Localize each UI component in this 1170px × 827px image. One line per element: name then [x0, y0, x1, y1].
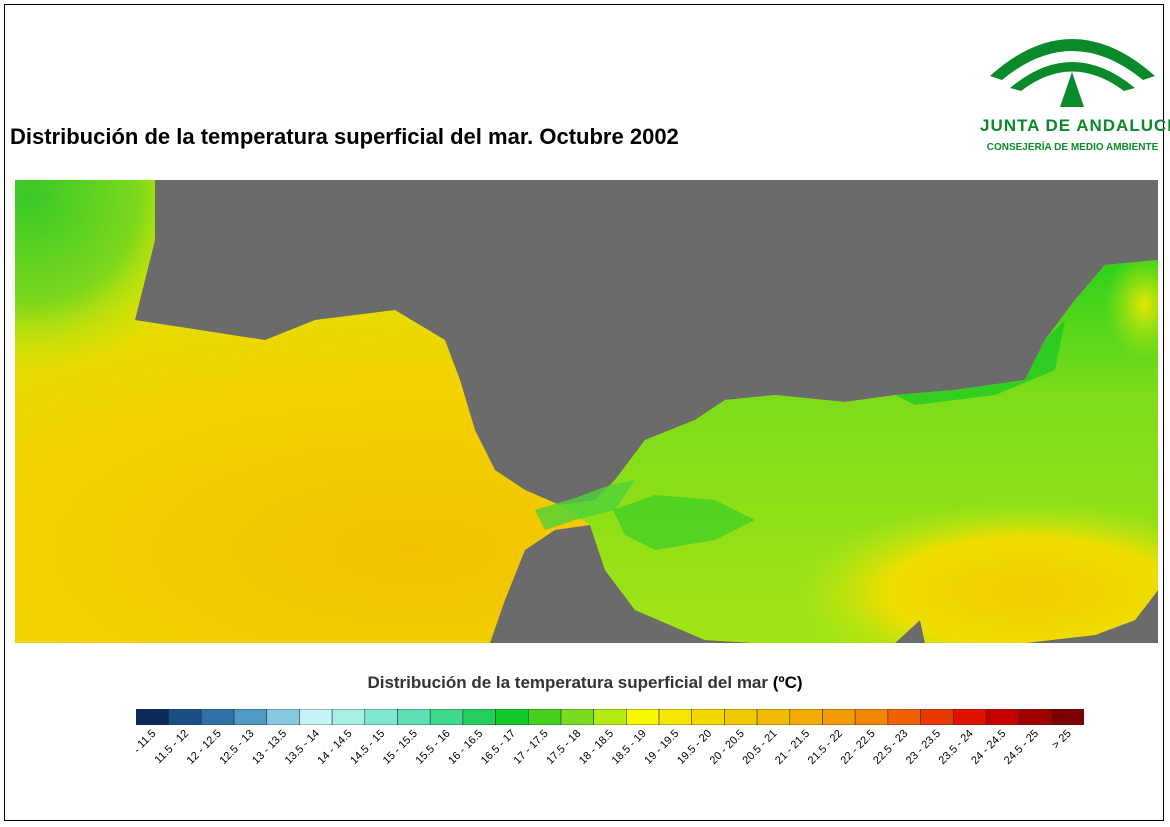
legend-label: > 25 [1050, 728, 1074, 751]
legend-swatch [626, 709, 660, 725]
legend-swatch [266, 709, 300, 725]
legend-swatch [462, 709, 496, 725]
logo-line1: JUNTA DE ANDALUCIA [980, 116, 1170, 135]
legend-label: 20 - 20.5 [708, 728, 747, 767]
legend-label: 22.5 - 23 [871, 728, 910, 767]
legend-swatch [527, 709, 562, 725]
legend-swatch [299, 709, 333, 725]
legend-label: 18.5 - 19 [610, 728, 649, 767]
legend-swatch [1018, 709, 1052, 725]
legend-label: 21.5 - 22 [806, 728, 845, 767]
strait-of-gibraltar [535, 480, 635, 530]
legend-swatch [724, 709, 758, 725]
page-title: Distribución de la temperatura superfici… [10, 124, 679, 149]
alboran-cool-patch [613, 495, 755, 550]
legend-swatch [822, 709, 856, 725]
legend-label: 14 - 14.5 [315, 728, 354, 767]
legend-label: 16.5 - 17 [479, 728, 518, 767]
legend-swatch [985, 709, 1019, 725]
legend-label: 18 - 18.5 [577, 728, 616, 767]
legend-swatch [920, 709, 954, 725]
legend-label: 15 - 15.5 [381, 728, 420, 767]
logo-emblem-icon [990, 39, 1155, 107]
legend-swatch [168, 709, 202, 725]
legend-label: 17.5 - 18 [544, 728, 583, 767]
legend-label: 21 - 21.5 [773, 728, 812, 767]
figure-frame [4, 4, 1164, 821]
legend-label: 12 - 12.5 [185, 728, 224, 767]
legend-swatch [429, 709, 464, 725]
legend-label: < 11.5 [136, 728, 158, 757]
legend-label: 24 - 24.5 [969, 728, 1008, 767]
legend-swatch [756, 709, 791, 725]
sst-map [15, 180, 1158, 643]
legend-swatch [397, 709, 431, 725]
legend-label: 17 - 17.5 [512, 728, 551, 767]
junta-de-andalucia-logo: JUNTA DE ANDALUCIA CONSEJERÍA DE MEDIO A… [980, 14, 1170, 164]
legend-swatch [658, 709, 693, 725]
legend-swatch [1051, 709, 1084, 725]
legend-label: 19.5 - 20 [675, 728, 714, 767]
legend-label: 20.5 - 21 [740, 728, 779, 767]
legend-label: 13 - 13.5 [250, 728, 289, 767]
legend-label: 14.5 - 15 [348, 728, 387, 767]
legend-label: 24.5 - 25 [1002, 728, 1041, 767]
legend-swatch [233, 709, 268, 725]
legend-swatch [495, 709, 529, 725]
legend-label: 16 - 16.5 [446, 728, 485, 767]
legend-swatch [789, 709, 823, 725]
legend-swatch [887, 709, 921, 725]
legend-swatch [952, 709, 987, 725]
legend-label: 23 - 23.5 [904, 728, 943, 767]
legend-swatch [560, 709, 594, 725]
legend-swatch [593, 709, 627, 725]
legend-swatch [364, 709, 398, 725]
legend-label: 13.5 - 14 [283, 728, 322, 767]
gulf-of-cadiz-cool-water [15, 180, 315, 480]
legend-label: 12.5 - 13 [217, 728, 256, 767]
legend-swatch [201, 709, 235, 725]
legend-label: 23.5 - 24 [937, 728, 976, 767]
legend-swatch [854, 709, 889, 725]
legend-swatch [136, 709, 169, 725]
eastern-warm-water [635, 440, 1158, 643]
legend-swatch [691, 709, 725, 725]
northeast-warm-water [1025, 260, 1158, 440]
legend-title: Distribución de la temperatura superfici… [0, 673, 1170, 693]
logo-line2: CONSEJERÍA DE MEDIO AMBIENTE [986, 142, 1159, 153]
legend-unit: (ºC) [772, 673, 803, 692]
legend-label: 19 - 19.5 [642, 728, 681, 767]
legend-swatch [331, 709, 366, 725]
northern-alboran-cool-band [895, 320, 1065, 405]
legend-label: 11.5 - 12 [153, 728, 192, 766]
legend-color-bar [136, 709, 1084, 725]
legend-label: 15.5 - 16 [413, 728, 452, 767]
legend-title-text: Distribución de la temperatura superfici… [367, 673, 768, 692]
legend-label: 22 - 22.5 [838, 728, 877, 767]
